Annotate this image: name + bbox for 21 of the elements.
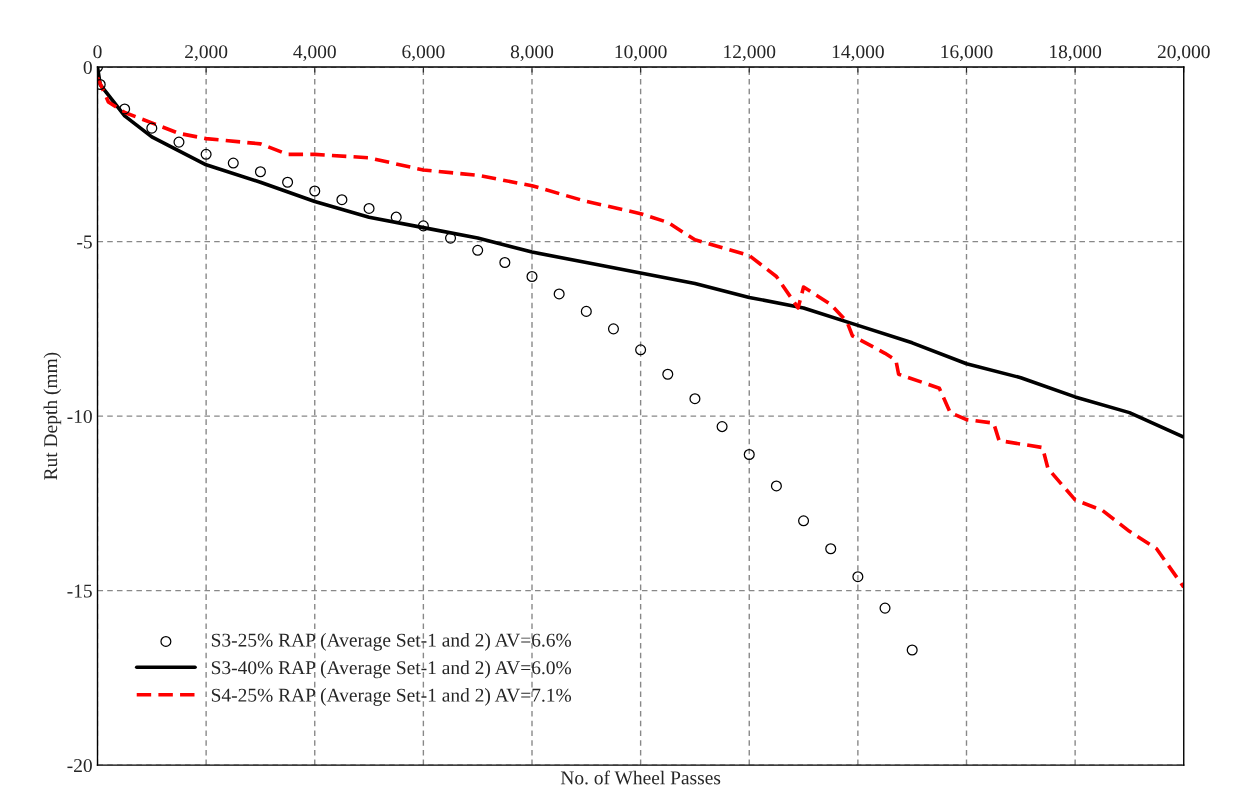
x-tick-label: 2,000 xyxy=(185,45,228,62)
x-tick-label: 0 xyxy=(93,45,102,59)
y-tick-label: -5 xyxy=(77,235,92,249)
x-tick-label: 16,000 xyxy=(941,45,993,62)
x-tick-label: 4,000 xyxy=(293,45,336,62)
legend-label: S3-40% RAP (Average Set-1 and 2) AV=6.0% xyxy=(211,660,572,679)
legend-label: S3-25% RAP (Average Set-1 and 2) AV=6.6% xyxy=(211,633,572,651)
x-tick-label: 6,000 xyxy=(402,45,445,62)
x-tick-label: 10,000 xyxy=(615,45,667,62)
x-tick-label: 12,000 xyxy=(724,45,776,62)
y-tick-label: -10 xyxy=(67,409,92,424)
y-axis-title: Rut Depth (mm) xyxy=(43,352,62,480)
x-tick-label: 18,000 xyxy=(1050,45,1102,62)
legend-label: S4-25% RAP (Average Set-1 and 2) AV=7.1% xyxy=(211,688,572,706)
x-axis-title: No. of Wheel Passes xyxy=(560,770,721,785)
x-tick-label: 8,000 xyxy=(510,45,554,62)
y-tick-label: 0 xyxy=(83,60,92,74)
y-tick-label: -20 xyxy=(67,758,92,773)
x-tick-label: 20,000 xyxy=(1157,45,1210,62)
y-tick-label: -15 xyxy=(67,584,92,598)
x-tick-label: 14,000 xyxy=(832,45,884,62)
